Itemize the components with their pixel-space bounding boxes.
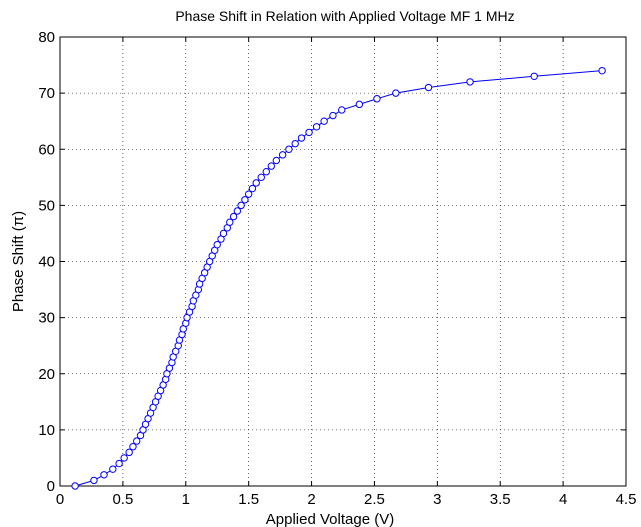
data-point xyxy=(466,78,474,86)
data-point xyxy=(115,459,123,468)
x-tick-label: 0.5 xyxy=(112,491,133,508)
y-tick-label: 60 xyxy=(38,141,55,158)
data-point xyxy=(129,443,137,451)
x-tick-label: 1.5 xyxy=(238,491,259,508)
data-point xyxy=(244,190,253,198)
y-tick-label: 50 xyxy=(38,197,55,214)
data-point xyxy=(120,454,128,462)
data-point xyxy=(355,100,364,109)
y-tick-label: 40 xyxy=(38,254,55,271)
data-point xyxy=(233,207,242,215)
data-point xyxy=(285,145,293,153)
data-point xyxy=(320,117,328,125)
y-tick-label: 10 xyxy=(38,422,55,439)
data-point xyxy=(226,218,234,226)
data-point xyxy=(598,66,606,75)
data-point xyxy=(237,201,245,210)
y-tick-label: 20 xyxy=(38,366,55,383)
data-point xyxy=(291,139,299,148)
y-axis-label: Phase Shift (π) xyxy=(10,211,27,312)
chart-title: Phase Shift in Relation with Applied Vol… xyxy=(175,8,514,24)
data-point xyxy=(248,184,257,193)
series-layer xyxy=(71,66,606,490)
data-point xyxy=(262,168,270,176)
data-point xyxy=(312,123,321,131)
data-point xyxy=(100,471,108,479)
data-point xyxy=(213,240,221,249)
grid-lines xyxy=(60,37,626,486)
data-point xyxy=(241,196,249,204)
data-point xyxy=(530,72,538,80)
x-tick-label: 4.5 xyxy=(616,491,637,508)
data-point xyxy=(278,151,287,159)
data-point xyxy=(133,437,141,445)
data-point xyxy=(267,162,276,170)
data-point xyxy=(305,128,313,137)
data-point xyxy=(338,106,346,114)
axis-ticks: 0 0.5 1 1.5 2 2.5 3 3.5 4 4.5 0 10 20 30 40 50 60 70 80 xyxy=(38,29,636,508)
data-point xyxy=(392,89,400,97)
y-tick-label: 80 xyxy=(38,29,55,46)
data-point xyxy=(71,482,79,490)
data-point xyxy=(329,111,337,120)
x-tick-label: 2.5 xyxy=(364,491,385,508)
x-tick-label: 1 xyxy=(182,491,190,508)
data-point xyxy=(424,83,433,92)
data-point xyxy=(125,448,133,457)
x-tick-label: 3.5 xyxy=(490,491,511,508)
y-tick-label: 0 xyxy=(47,478,55,495)
x-tick-label: 4 xyxy=(559,491,567,508)
data-point xyxy=(252,179,260,187)
data-point xyxy=(229,212,238,221)
data-point xyxy=(219,229,228,238)
data-point xyxy=(109,465,117,473)
y-tick-label: 70 xyxy=(38,85,55,102)
y-tick-label: 30 xyxy=(38,310,55,327)
x-tick-label: 0 xyxy=(56,491,64,508)
x-axis-label: Applied Voltage (V) xyxy=(266,511,394,527)
data-point xyxy=(373,95,381,103)
data-point xyxy=(272,156,281,165)
data-point xyxy=(90,476,98,485)
x-tick-label: 3 xyxy=(433,491,441,508)
data-point xyxy=(257,173,265,182)
x-tick-label: 2 xyxy=(307,491,315,508)
data-point xyxy=(297,134,306,142)
